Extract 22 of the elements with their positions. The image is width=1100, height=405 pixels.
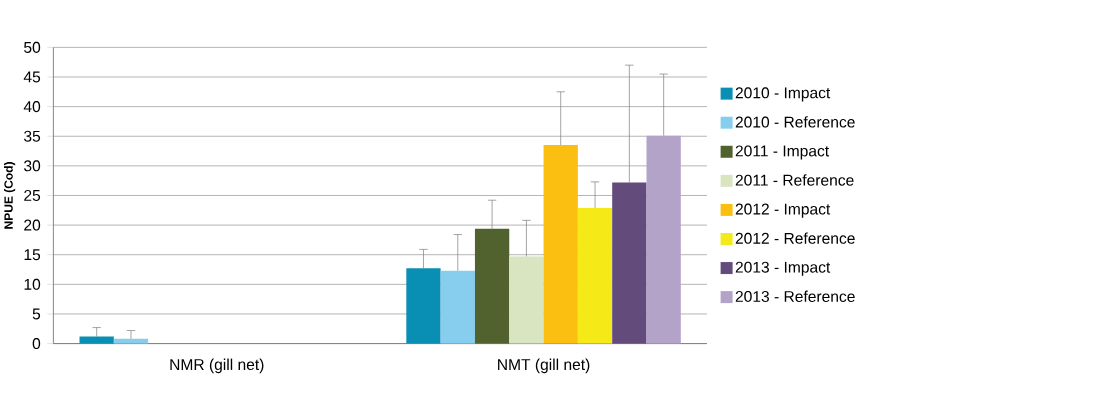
y-tick-label: 10 [24,278,41,290]
y-tick-label: 15 [24,249,41,261]
y-tick-label: 30 [24,160,41,172]
legend-label: 2013 - Impact [735,261,831,276]
y-tick-label: 35 [24,130,41,142]
legend-label: 2013 - Reference [735,290,855,303]
y-tick-label: 50 [24,41,41,54]
legend-label: 2012 - Impact [735,203,831,218]
y-axis-title: NPUE (Cod) [4,162,16,229]
legend-label: 2011 - Reference [735,174,854,186]
legend-label: 2010 - Impact [735,87,831,102]
y-tick-label: 5 [32,308,41,320]
legend-label: 2012 - Reference [735,232,855,244]
x-tick-label: NMT (gill net) [498,358,590,374]
y-tick-label: 40 [23,101,41,113]
y-tick-label: 0 [32,338,41,350]
x-tick-label: NMR (gill net) [170,358,264,374]
y-tick-label: 45 [23,71,41,83]
legend-label: 2011 - Impact [735,145,830,160]
y-tick-label: 20 [24,219,41,231]
legend-label: 2010 - Reference [735,116,855,128]
y-tick-label: 25 [24,190,41,202]
